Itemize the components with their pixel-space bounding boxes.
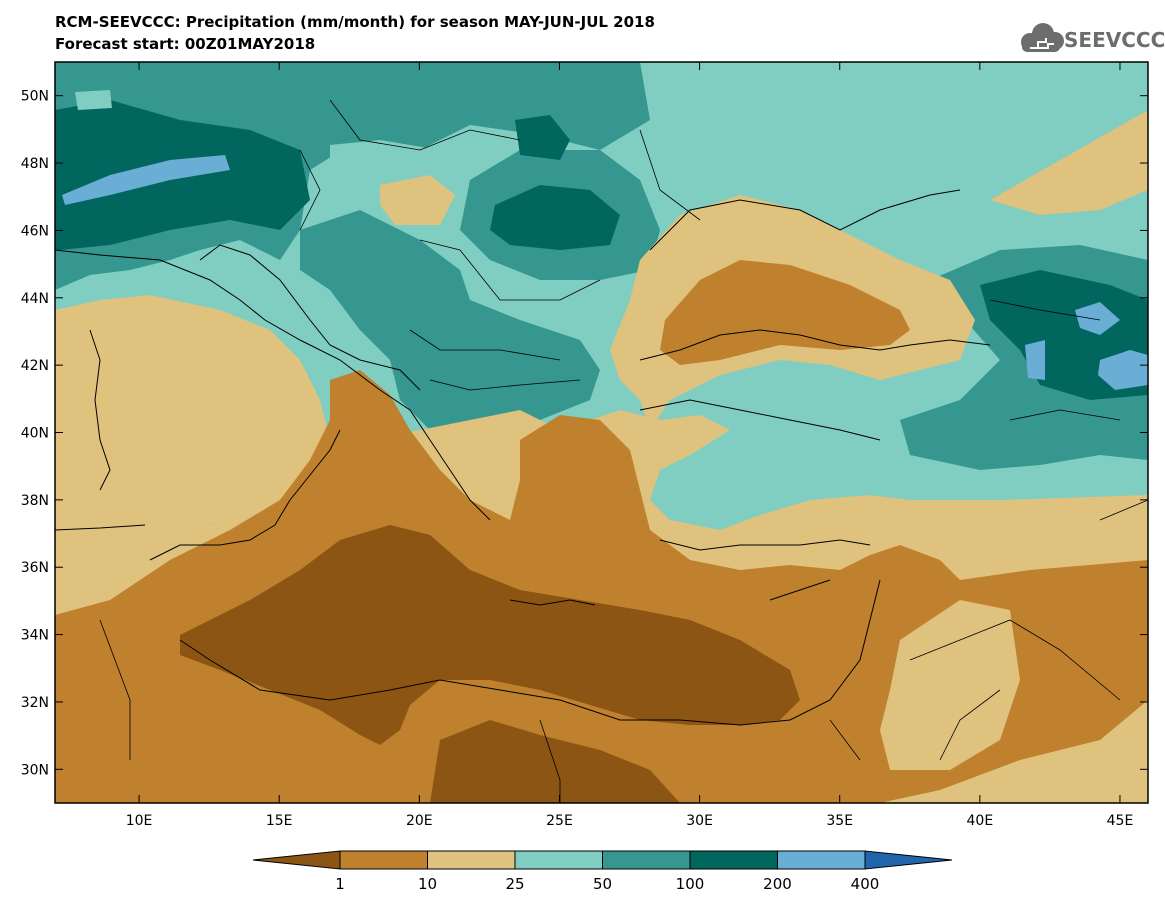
lat-tick-label: 46N: [21, 223, 49, 239]
lat-tick-label: 38N: [21, 493, 49, 509]
lon-tick-label: 30E: [686, 813, 713, 829]
lat-tick-label: 40N: [21, 426, 49, 442]
lat-tick-label: 44N: [21, 291, 49, 307]
lat-tick-label: 30N: [21, 762, 49, 778]
lon-tick-label: 15E: [266, 813, 293, 829]
colorbar-segment: [427, 850, 516, 870]
colorbar-segment: [777, 850, 866, 870]
lon-tick-label: 35E: [826, 813, 853, 829]
lat-tick-label: 36N: [21, 560, 49, 576]
lon-tick-label: 20E: [406, 813, 433, 829]
lat-tick-label: 34N: [21, 628, 49, 644]
colorbar-label: 10: [418, 875, 437, 893]
colorbar: 1 10 25 50 100 200 400: [252, 850, 953, 893]
colorbar-label: 400: [851, 875, 880, 893]
colorbar-label: 1: [335, 875, 345, 893]
lat-tick-label: 48N: [21, 156, 49, 172]
lat-tick-label: 32N: [21, 695, 49, 711]
lon-tick-label: 10E: [126, 813, 153, 829]
forecast-start-label: Forecast start: 00Z01MAY2018: [55, 35, 316, 53]
colorbar-segment: [864, 850, 953, 870]
colorbar-segment: [689, 850, 778, 870]
colorbar-segment: [602, 850, 691, 870]
lat-tick-label: 42N: [21, 358, 49, 374]
logo-text: SEEVCCC: [1064, 28, 1165, 52]
border-lines: [99, 99, 1148, 803]
colorbar-segment: [252, 850, 341, 870]
lat-tick-label: 50N: [21, 89, 49, 105]
colorbar-label: 200: [763, 875, 792, 893]
latitude-axis: 50N 48N 46N 44N 42N 40N 38N 36N 34N 32N 30N: [21, 89, 1148, 778]
map-title: RCM-SEEVCCC: Precipitation (mm/month) fo…: [55, 13, 655, 31]
lon-tick-label: 40E: [967, 813, 994, 829]
coastline-lines: [55, 189, 991, 726]
precipitation-field: [55, 62, 1148, 803]
colorbar-label: 100: [676, 875, 705, 893]
colorbar-segment: [339, 850, 428, 870]
longitude-axis: 10E 15E 20E 25E 30E 35E 40E 45E: [126, 62, 1134, 829]
lon-tick-label: 25E: [546, 813, 573, 829]
colorbar-segment: [514, 850, 603, 870]
lon-tick-label: 45E: [1107, 813, 1134, 829]
cloud-logo-icon: [1021, 23, 1064, 52]
colorbar-label: 50: [593, 875, 612, 893]
colorbar-label: 25: [505, 875, 524, 893]
